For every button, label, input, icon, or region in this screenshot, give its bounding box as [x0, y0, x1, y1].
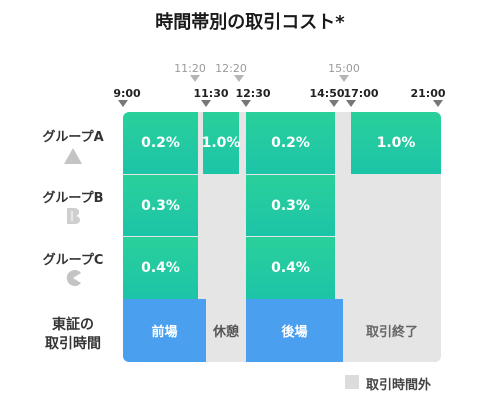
- legend-label: 取引時間外: [366, 378, 432, 393]
- tick-1130: [201, 100, 211, 107]
- tse-break: 休憩: [212, 325, 239, 340]
- tse-morning-session: 前場: [123, 299, 206, 362]
- time-label-1220: 12:20: [215, 62, 247, 75]
- tse-closed: 取引終了: [365, 325, 418, 340]
- row-label-group-a: グループA: [42, 130, 104, 145]
- cell-a-lunch: 1.0%: [202, 112, 240, 174]
- cell-c-morning: 0.4%: [123, 237, 198, 299]
- cell-c-afternoon: 0.4%: [246, 237, 335, 299]
- tick-1120: [190, 75, 200, 82]
- chart-title: 時間帯別の取引コスト*: [155, 12, 345, 33]
- row-label-tse-line1: 東証の: [52, 317, 94, 333]
- time-label-1120: 11:20: [174, 62, 206, 75]
- row-label-group-b: グループB: [42, 191, 104, 206]
- time-label-1700: 17:00: [343, 87, 379, 100]
- tick-1230: [241, 100, 251, 107]
- tse-afternoon-session: 後場: [246, 299, 343, 362]
- tick-2100: [433, 100, 443, 107]
- tick-1220: [234, 75, 244, 82]
- tick-1500: [339, 75, 349, 82]
- tick-1450: [329, 100, 339, 107]
- row-label-group-c: グループC: [42, 253, 104, 268]
- time-label-1130: 11:30: [193, 87, 229, 100]
- cell-b-afternoon: 0.3%: [246, 175, 335, 236]
- time-label-1500: 15:00: [328, 62, 360, 75]
- cell-a-afternoon: 0.2%: [246, 112, 335, 174]
- cell-a-morning: 0.2%: [123, 112, 198, 174]
- triangle-icon: [63, 147, 83, 165]
- time-label-2100: 21:00: [410, 87, 446, 100]
- time-label-1230: 12:30: [235, 87, 271, 100]
- tick-0900: [118, 100, 128, 107]
- legend-swatch: [345, 375, 359, 389]
- time-label-0900: 9:00: [113, 87, 141, 100]
- cell-b-morning: 0.3%: [123, 175, 198, 236]
- time-label-1450: 14:50: [309, 87, 345, 100]
- row-label-tse-line2: 取引時間: [45, 336, 101, 352]
- cell-a-evening: 1.0%: [351, 112, 441, 174]
- tick-1700: [346, 100, 356, 107]
- b-logo-icon: [63, 207, 83, 225]
- pacman-icon: [63, 269, 83, 287]
